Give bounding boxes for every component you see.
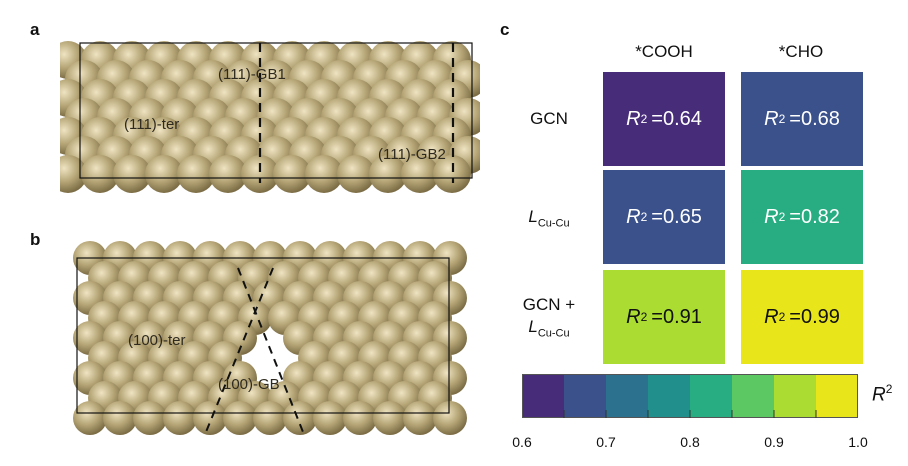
row-label-gcn-text: GCN — [530, 109, 568, 128]
colorbar-segment-3 — [648, 374, 691, 418]
heatmap-cell-r2-c0: R 2 =0.91 — [603, 270, 725, 364]
panel-a-cell-box — [79, 42, 473, 179]
atom-b-100 — [193, 401, 227, 435]
atom-b-99 — [163, 401, 197, 435]
heatmap-cell-r0-c1: R 2 =0.68 — [741, 72, 863, 166]
row-label-lcucu-symbol: L — [528, 207, 538, 226]
cell-value: =0.64 — [651, 107, 702, 130]
label-111-gb1: (111)-GB1 — [218, 66, 286, 83]
atom-a-89 — [401, 155, 439, 193]
cell-metric-symbol: R — [626, 107, 641, 130]
atom-b-103 — [283, 401, 317, 435]
cell-value: =0.91 — [651, 305, 702, 328]
panel-b-atom-structure — [73, 241, 467, 435]
grain-boundary-line-right — [237, 267, 304, 433]
cell-metric-sup: 2 — [778, 310, 786, 324]
colorbar-tick-label-3: 0.9 — [764, 434, 784, 450]
panel-a-letter: a — [30, 20, 40, 39]
column-header-cooh: *COOH — [635, 42, 693, 61]
colorbar-segment-2 — [606, 374, 649, 418]
row-label-gcn-plus-lcucu: GCN + LCu-Cu — [494, 294, 604, 344]
atom-b-104 — [313, 401, 347, 435]
column-header-cho: *CHO — [778, 42, 824, 61]
atom-a-90 — [433, 155, 471, 193]
colorbar-title: R2 — [872, 382, 892, 406]
row-label-gcn: GCN — [494, 108, 604, 130]
cell-metric-sup: 2 — [640, 112, 648, 126]
panel-b-letter: b — [30, 230, 41, 249]
colorbar-tick-label-2: 0.8 — [680, 434, 700, 450]
grain-boundary-line-left — [205, 267, 274, 433]
heatmap-cell-r1-c1: R 2 =0.82 — [741, 170, 863, 264]
atom-b-108 — [433, 401, 467, 435]
atom-b-102 — [253, 401, 287, 435]
colorbar — [522, 374, 858, 418]
colorbar-segment-0 — [522, 374, 565, 418]
atom-a-81 — [145, 155, 183, 193]
cell-value: =0.99 — [789, 305, 840, 328]
cell-metric-symbol: R — [764, 305, 779, 328]
label-111-gb2: (111)-GB2 — [378, 146, 446, 163]
row-label-lcucu: LCu-Cu — [494, 206, 604, 234]
label-100-gb: (100)-GB — [218, 376, 280, 393]
row-label-gcn-plus-sub: Cu-Cu — [537, 327, 570, 340]
colorbar-title-symbol: R — [872, 384, 886, 406]
atom-b-96 — [73, 401, 107, 435]
label-100-ter: (100)-ter — [128, 332, 186, 349]
row-label-lcucu-sub: Cu-Cu — [537, 217, 570, 230]
atom-b-101 — [223, 401, 257, 435]
cell-value: =0.68 — [789, 107, 840, 130]
atom-a-88 — [369, 155, 407, 193]
colorbar-segment-7 — [816, 374, 858, 418]
panel-b-cell-box — [76, 257, 450, 414]
cell-metric-sup: 2 — [778, 210, 786, 224]
colorbar-segment-1 — [564, 374, 607, 418]
row-label-gcn-plus-text: GCN + — [522, 295, 576, 314]
heatmap-cell-r2-c1: R 2 =0.99 — [741, 270, 863, 364]
atom-a-80 — [113, 155, 151, 193]
atom-a-83 — [209, 155, 247, 193]
panel-a-atom-structure — [60, 41, 480, 193]
atom-a-84 — [241, 155, 279, 193]
atom-a-87 — [337, 155, 375, 193]
colorbar-tick-label-0: 0.6 — [512, 434, 532, 450]
atom-a-85 — [273, 155, 311, 193]
atom-b-106 — [373, 401, 407, 435]
atom-a-82 — [177, 155, 215, 193]
atom-a-86 — [305, 155, 343, 193]
colorbar-segment-4 — [690, 374, 733, 418]
panel-c-letter: c — [500, 20, 510, 39]
heatmap-cell-r1-c0: R 2 =0.65 — [603, 170, 725, 264]
colorbar-segment-5 — [732, 374, 775, 418]
cell-value: =0.82 — [789, 205, 840, 228]
label-111-ter: (111)-ter — [124, 116, 180, 133]
cell-metric-sup: 2 — [640, 210, 648, 224]
atom-b-98 — [133, 401, 167, 435]
cell-metric-symbol: R — [764, 107, 779, 130]
cell-metric-sup: 2 — [778, 112, 786, 126]
colorbar-title-sup: 2 — [885, 382, 893, 396]
colorbar-segment-6 — [774, 374, 817, 418]
atom-b-107 — [403, 401, 437, 435]
cell-value: =0.65 — [651, 205, 702, 228]
cell-metric-symbol: R — [764, 205, 779, 228]
colorbar-tick-label-4: 1.0 — [848, 434, 868, 450]
cell-metric-sup: 2 — [640, 310, 648, 324]
colorbar-tick-label-1: 0.7 — [596, 434, 616, 450]
heatmap-cell-r0-c0: R 2 =0.64 — [603, 72, 725, 166]
cell-metric-symbol: R — [626, 205, 641, 228]
cell-metric-symbol: R — [626, 305, 641, 328]
atom-a-79 — [81, 155, 119, 193]
atom-b-105 — [343, 401, 377, 435]
row-label-gcn-plus-symbol: L — [528, 317, 538, 336]
atom-b-97 — [103, 401, 137, 435]
